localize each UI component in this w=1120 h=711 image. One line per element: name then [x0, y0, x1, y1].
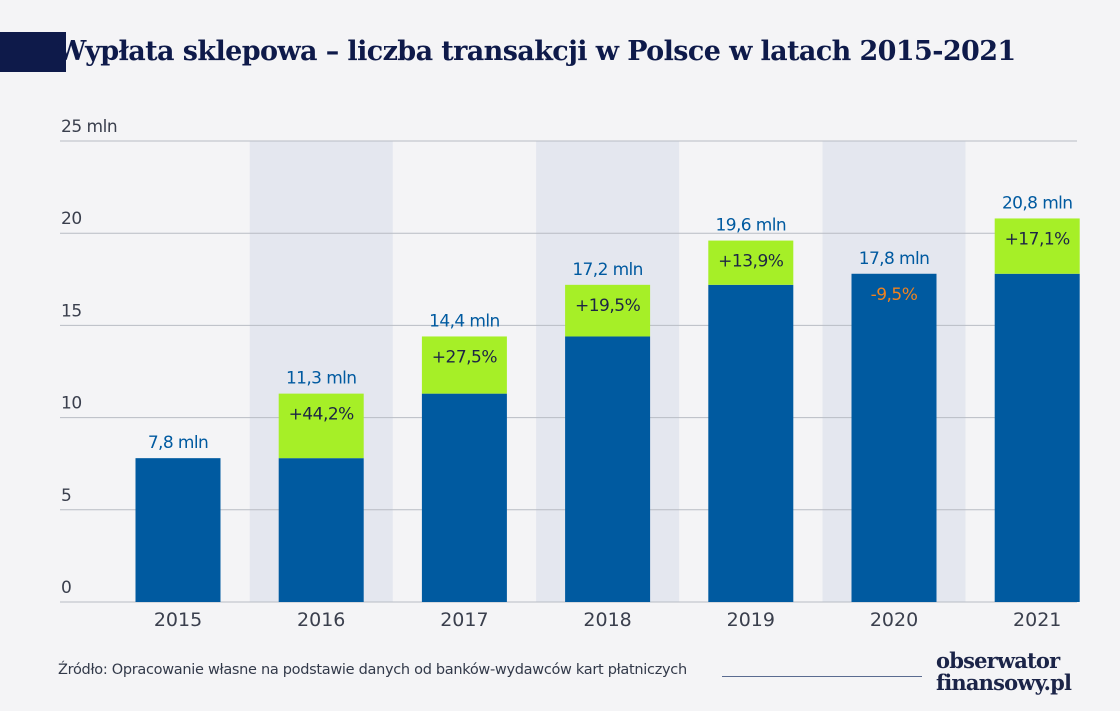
bar-2016 [278, 458, 364, 602]
change-label-2021: +17,1% [1005, 229, 1071, 249]
bar-2018 [565, 336, 651, 602]
logo-line-1: obserwator [936, 648, 1060, 673]
bar-2021 [994, 273, 1080, 602]
increase-segment-2021 [994, 218, 1080, 274]
value-label-2018: 17,2 mln [572, 260, 643, 280]
y-axis-ticks: 0 5 10 15 20 25 mln [61, 117, 118, 598]
change-label-2018: +19,5% [575, 296, 641, 316]
logo-line-2: finansowy.pl [936, 670, 1072, 695]
change-label-2016: +44,2% [289, 405, 355, 425]
x-tick-label-2019: 2019 [727, 609, 775, 631]
x-tick-label-2021: 2021 [1013, 609, 1061, 631]
y-tick-label: 0 [61, 578, 71, 598]
bars [135, 218, 1080, 602]
change-label-2020: -9,5% [871, 285, 918, 305]
change-label-2019: +13,9% [718, 252, 784, 272]
value-label-2015: 7,8 mln [148, 433, 208, 453]
source-divider [722, 676, 922, 677]
x-axis-ticks: 2015 2016 2017 2018 2019 2020 2021 [154, 609, 1062, 631]
value-label-2019: 19,6 mln [716, 216, 787, 236]
y-tick-label: 10 [61, 394, 82, 414]
bar-2020 [851, 273, 937, 602]
value-label-2016: 11,3 mln [286, 369, 357, 389]
y-tick-label: 25 mln [61, 117, 117, 137]
value-label-2017: 14,4 mln [429, 311, 500, 331]
data-labels: 7,8 mln 11,3 mln +44,2% 14,4 mln +27,5% 17,2 … [148, 193, 1073, 453]
x-tick-label-2016: 2016 [297, 609, 345, 631]
y-tick-label: 5 [61, 486, 71, 506]
bar-2017 [421, 393, 507, 602]
value-label-2021: 20,8 mln [1002, 193, 1073, 213]
chart-title: Wypłata sklepowa – liczba transakcji w P… [56, 36, 1016, 67]
bar-2015 [135, 458, 221, 602]
bar-2019 [708, 284, 794, 602]
change-label-2017: +27,5% [432, 347, 498, 367]
x-tick-label-2015: 2015 [154, 609, 202, 631]
increase-segment-2018 [565, 284, 651, 337]
publisher-logo: obserwator finansowy.pl [936, 648, 1072, 695]
source-note: Źródło: Opracowanie własne na podstawie … [58, 662, 687, 678]
increase-segment-2017 [421, 336, 507, 394]
x-tick-label-2020: 2020 [870, 609, 918, 631]
y-tick-label: 15 [61, 301, 82, 321]
increase-segment-2016 [278, 393, 364, 459]
x-tick-label-2017: 2017 [440, 609, 488, 631]
y-tick-label: 20 [61, 209, 82, 229]
x-tick-label-2018: 2018 [583, 609, 631, 631]
value-label-2020: 17,8 mln [859, 249, 930, 269]
increase-segment-2019 [708, 240, 794, 285]
title-accent-bar [0, 32, 66, 72]
